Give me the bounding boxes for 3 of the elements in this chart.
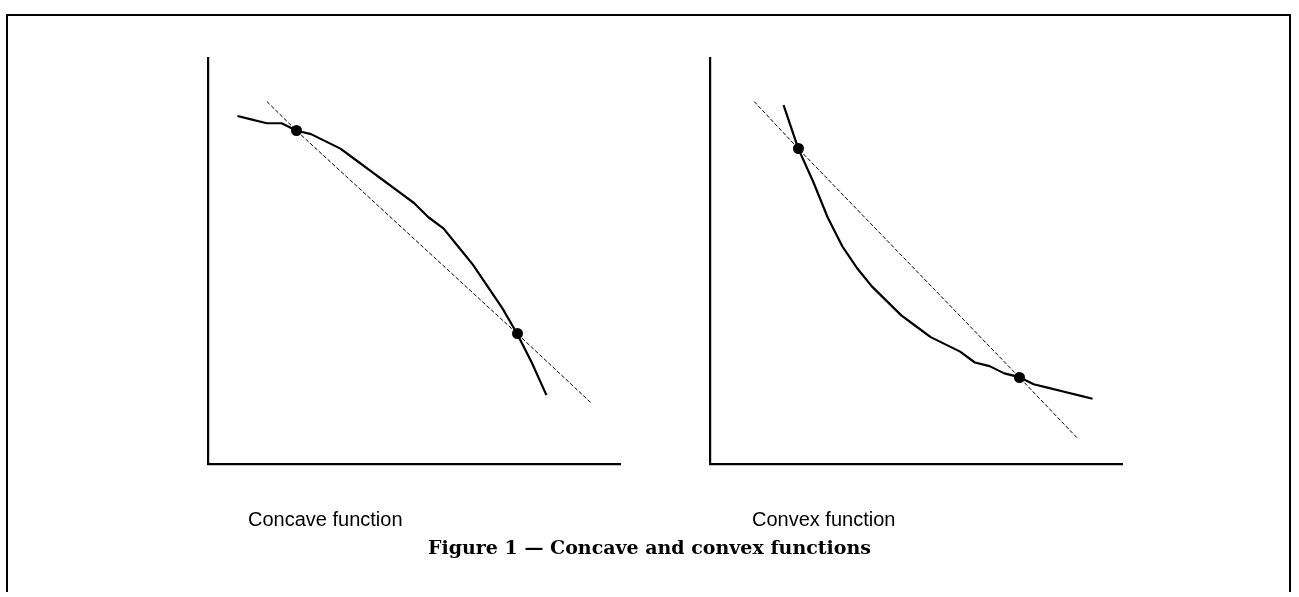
x-axis-title: Concave function <box>248 508 403 531</box>
caption: Figure 1 — Concave and convex functions <box>427 536 872 558</box>
x-axis-title: Convex function <box>752 508 896 531</box>
